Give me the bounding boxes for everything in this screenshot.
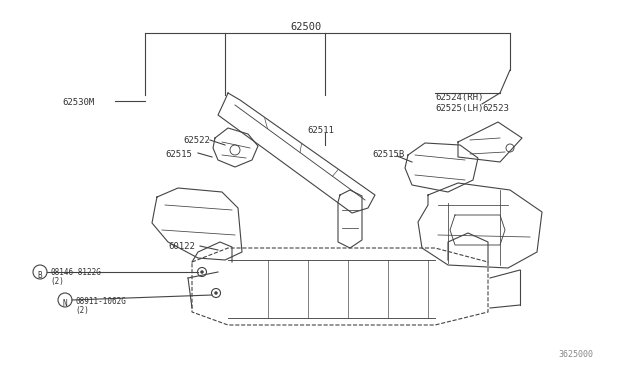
Text: 62530M: 62530M xyxy=(62,98,94,107)
Text: 08911-1062G: 08911-1062G xyxy=(75,297,126,306)
Text: N: N xyxy=(63,298,67,308)
Text: 62515: 62515 xyxy=(165,150,192,159)
Text: 62522: 62522 xyxy=(183,136,210,145)
Text: 62500: 62500 xyxy=(290,22,321,32)
Text: 08146-8122G: 08146-8122G xyxy=(50,268,101,277)
Text: 60122: 60122 xyxy=(168,242,195,251)
Circle shape xyxy=(214,292,218,295)
Text: (2): (2) xyxy=(75,306,89,315)
Text: B: B xyxy=(38,270,42,279)
Text: 62511: 62511 xyxy=(307,126,334,135)
Text: 3625000: 3625000 xyxy=(558,350,593,359)
Circle shape xyxy=(200,270,204,273)
Text: 62525(LH): 62525(LH) xyxy=(435,104,483,113)
Text: (2): (2) xyxy=(50,277,64,286)
Text: 62515B: 62515B xyxy=(372,150,404,159)
Text: 62523: 62523 xyxy=(482,104,509,113)
Text: 62524(RH): 62524(RH) xyxy=(435,93,483,102)
